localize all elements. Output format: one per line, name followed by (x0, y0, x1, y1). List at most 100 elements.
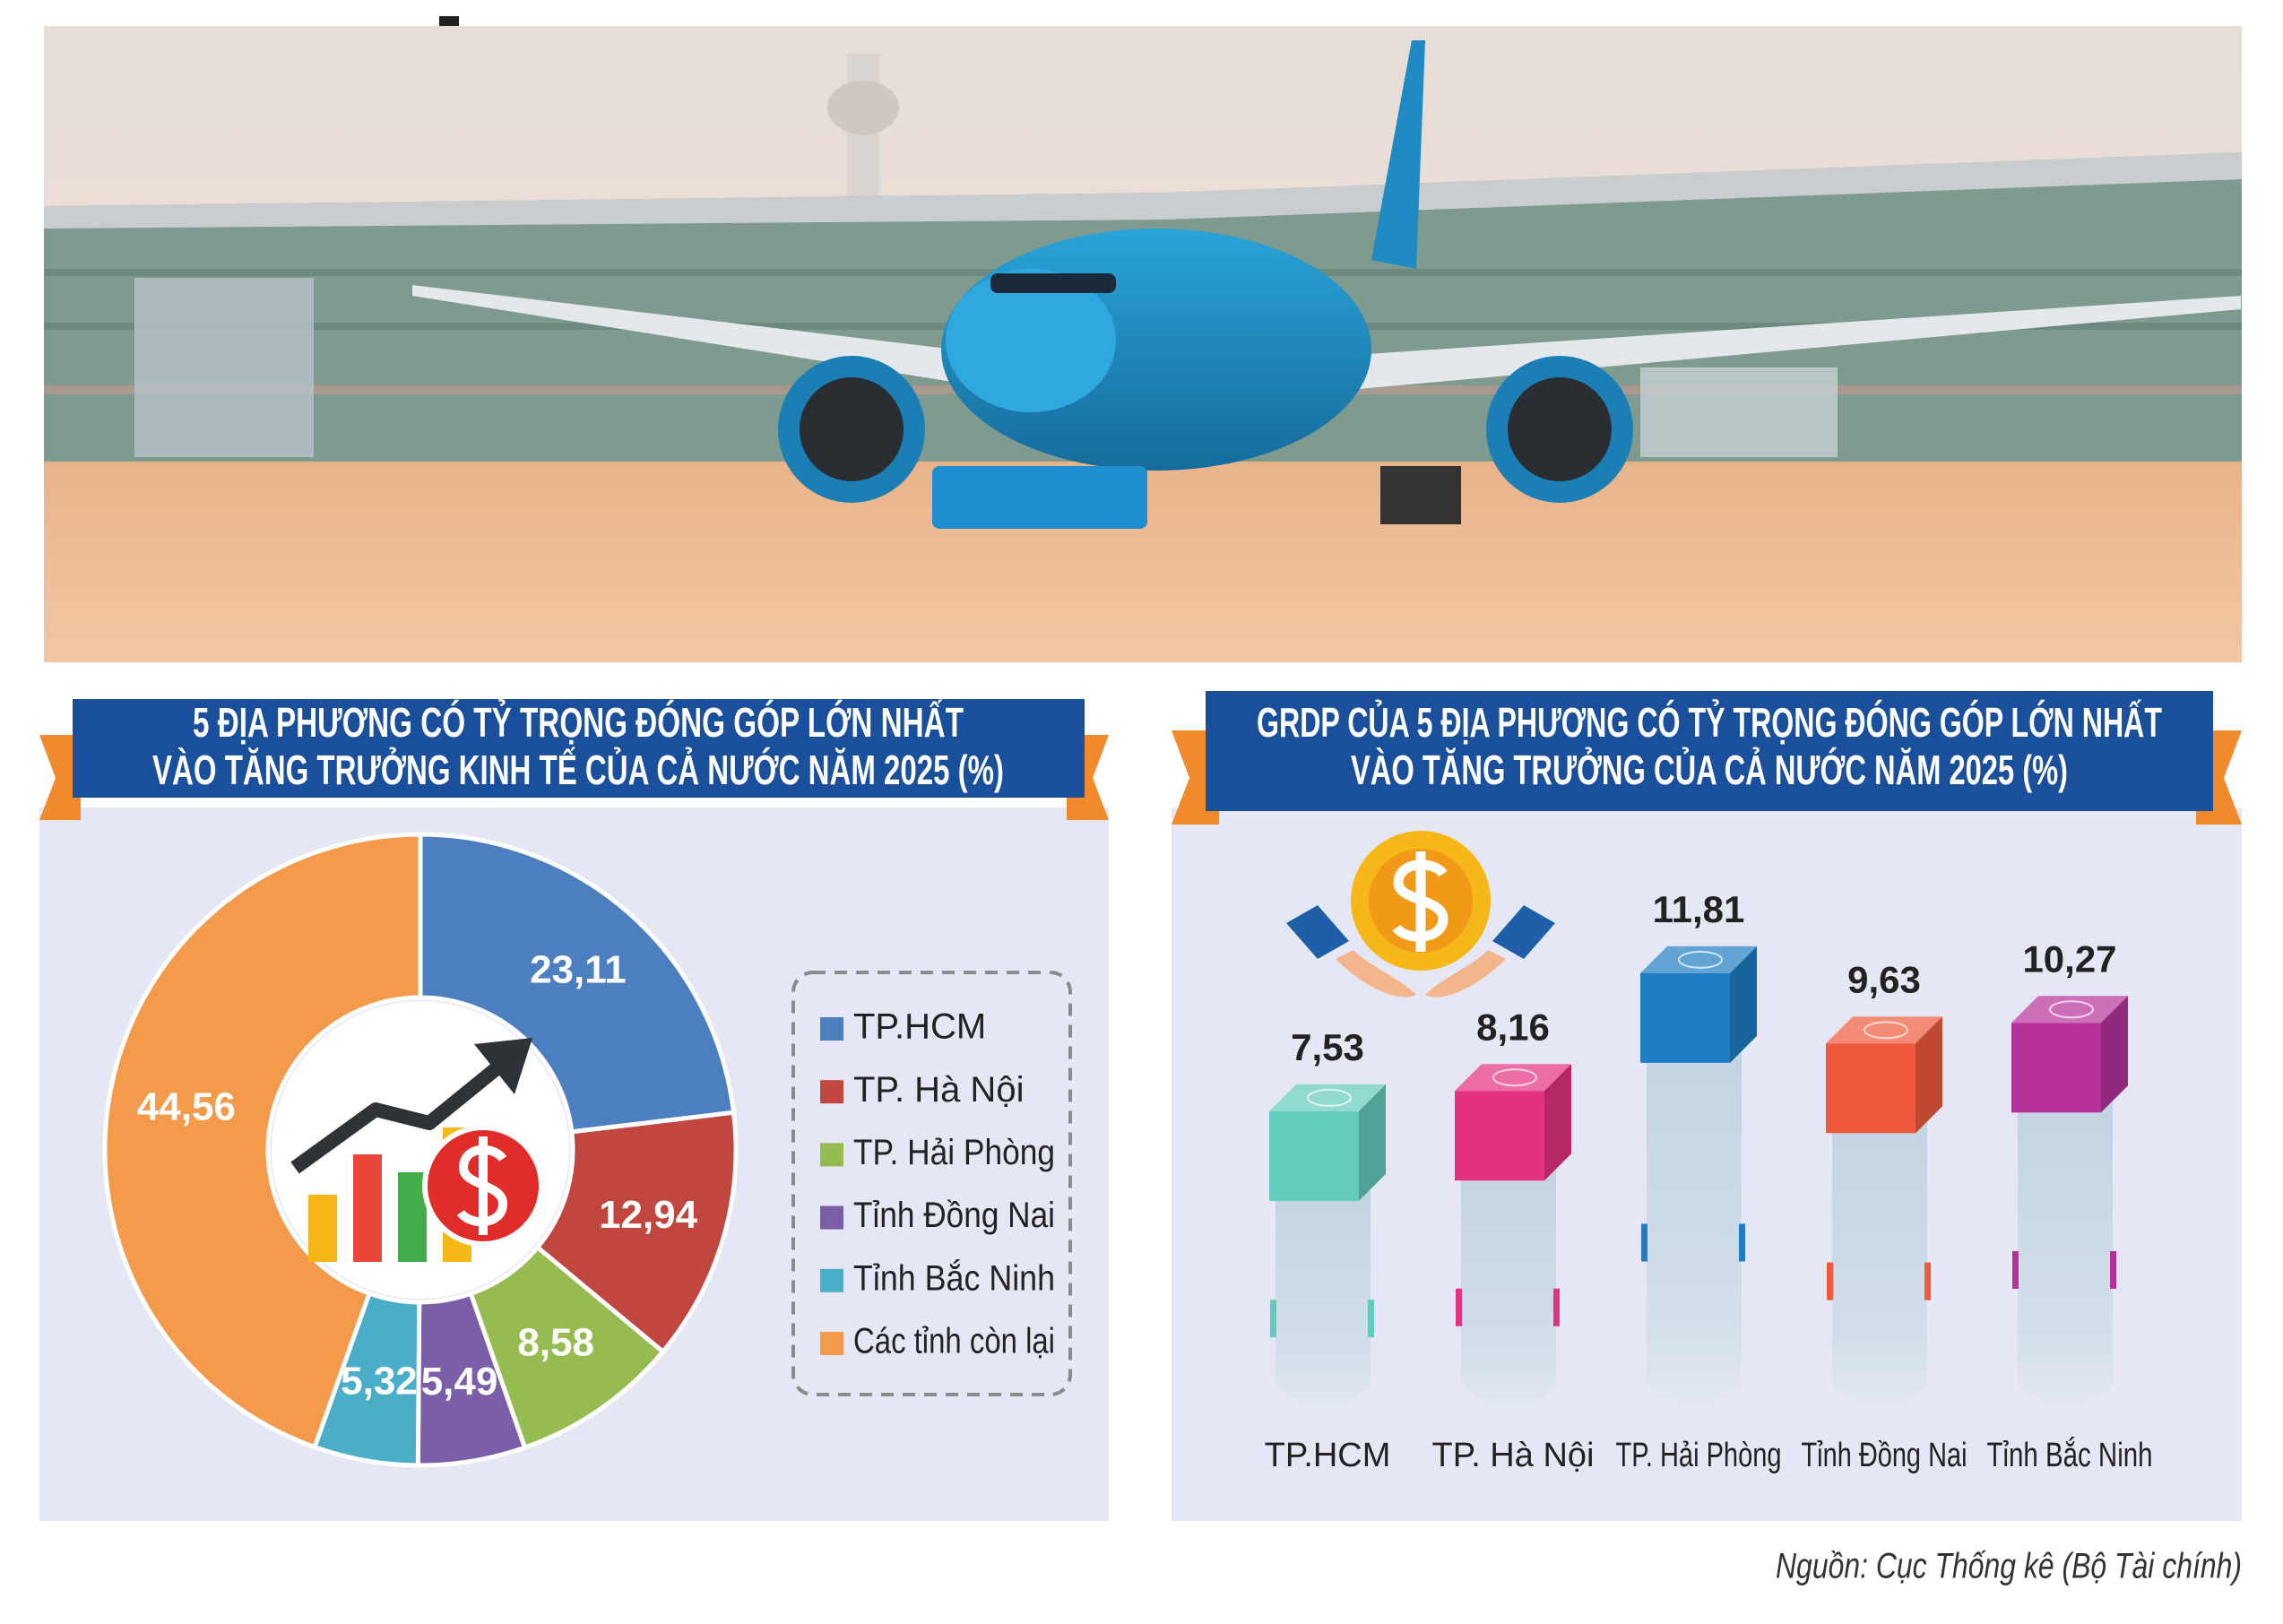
legend-swatch (820, 1080, 843, 1104)
cube-top-shade (1455, 1064, 1571, 1092)
donut-slice (102, 832, 423, 1450)
cube-dot-ring (1678, 950, 1723, 969)
bar-tick (1270, 1300, 1276, 1338)
nose (946, 269, 1116, 412)
gear (1380, 466, 1461, 524)
cockpit (990, 273, 1116, 293)
data-label: 8,16 (1476, 1006, 1550, 1048)
bar-tick (2110, 1250, 2116, 1289)
cube-side (2101, 996, 2128, 1113)
cube-dot-ring (1307, 1088, 1352, 1107)
legend-label: Tỉnh Bắc Ninh (853, 1257, 1055, 1298)
bar-tick (1641, 1223, 1647, 1262)
banner (1206, 691, 2213, 811)
engine-right-fan (1508, 377, 1612, 481)
bar (2011, 1023, 2101, 1113)
bar-tick (1924, 1262, 1931, 1300)
data-label: 44,56 (137, 1085, 236, 1129)
cube-top-shade (1826, 1016, 1942, 1044)
bar-column (2018, 1094, 2113, 1421)
bar (1455, 1091, 1544, 1181)
x-tick-label: TP. Hà Nội (1432, 1437, 1595, 1474)
cube-top (2011, 996, 2128, 1024)
cube-side-shade (1544, 1064, 1571, 1181)
banner (73, 699, 1085, 798)
cube-top (1455, 1064, 1571, 1092)
tail (1371, 40, 1425, 269)
legend-box (791, 971, 1072, 1396)
chart-title: VÀO TĂNG TRƯỞNG KINH TẾ CỦA CẢ NƯỚC NĂM … (152, 747, 1004, 793)
bar (1269, 1110, 1359, 1201)
cube-side-shade (1915, 1016, 1942, 1134)
cube-side (1544, 1064, 1571, 1181)
chart-title: VÀO TĂNG TRƯỞNG CỦA CẢ NƯỚC NĂM 2025 (%) (1351, 747, 2068, 793)
ribbon (39, 735, 81, 820)
data-label: 11,81 (1653, 888, 1745, 930)
icon-bar (398, 1172, 427, 1262)
bar (1826, 1043, 1915, 1134)
terminal-roof (44, 152, 2242, 229)
coin-icon (1286, 831, 1555, 998)
data-label: 10,27 (2022, 937, 2116, 980)
hand (1336, 950, 1416, 998)
legend-swatch (820, 1205, 843, 1230)
cube-side-shade (1359, 1084, 1386, 1201)
legend-label: Các tỉnh còn lại (853, 1322, 1055, 1361)
icon-arrow (290, 1058, 506, 1174)
data-label: 12,94 (599, 1193, 698, 1237)
bar-tick (1368, 1300, 1374, 1338)
cube-dot-ring (2049, 1000, 2094, 1019)
cube-side-shade (2101, 996, 2128, 1113)
bar-tick (2012, 1250, 2019, 1289)
jet-bridge (1640, 367, 1838, 457)
x-tick-label: Tỉnh Bắc Ninh (1987, 1436, 2153, 1474)
x-tick-label: TP. Hải Phòng (1616, 1437, 1782, 1474)
coin-symbol (1392, 851, 1448, 952)
source: Nguồn: Cục Thống kê (Bộ Tài chính) (1776, 1547, 2242, 1586)
cube-top (1826, 1016, 1942, 1044)
data-label: 9,63 (1847, 958, 1921, 1000)
chart-title: GRDP CỦA 5 ĐỊA PHƯƠNG CÓ TỶ TRỌNG ĐÓNG G… (1257, 699, 2162, 746)
cube-top-shade (1640, 946, 1757, 973)
x-tick-label: TP.HCM (1265, 1437, 1391, 1474)
x-tick-label: Tỉnh Đồng Nai (1802, 1437, 1967, 1474)
bar-column (1832, 1115, 1927, 1421)
data-label: 5,49 (421, 1360, 498, 1404)
data-label: 5,32 (341, 1360, 418, 1404)
cube-top-shade (1269, 1084, 1386, 1111)
cube-dot-ring (1864, 1021, 1908, 1040)
cube-side-shade (1730, 946, 1757, 1063)
bar-tick (1553, 1288, 1560, 1326)
bar-tick (1827, 1262, 1833, 1300)
legend-label: TP. Hải Phòng (853, 1133, 1055, 1172)
legend-swatch (820, 1143, 843, 1167)
cube-dot-ring (1492, 1068, 1537, 1087)
cube-side (1915, 1016, 1942, 1134)
legend-swatch (820, 1268, 843, 1292)
photo (44, 16, 2242, 662)
legend-label: TP. Hà Nội (853, 1070, 1024, 1110)
donut-slice (534, 1110, 739, 1355)
engine-left-fan (800, 377, 904, 481)
legend-label: TP.HCM (853, 1007, 986, 1047)
tug (932, 466, 1147, 529)
icon-bar (353, 1154, 382, 1262)
data-label: 8,58 (517, 1320, 594, 1364)
chart-title: 5 ĐỊA PHƯƠNG CÓ TỶ TRỌNG ĐÓNG GÓP LỚN NH… (193, 699, 964, 746)
bar-column (1647, 1044, 1742, 1421)
cube-top-shade (2011, 996, 2128, 1024)
growth-icon (290, 1038, 544, 1262)
cube-top (1640, 946, 1757, 973)
icon-bar (308, 1195, 337, 1262)
legend-swatch (820, 1332, 843, 1355)
cube-side (1359, 1084, 1386, 1201)
tower-top (827, 81, 899, 134)
bar-tick (1456, 1288, 1462, 1326)
bar-tick (1739, 1223, 1745, 1262)
jet-bridge (134, 278, 314, 457)
legend-swatch (820, 1017, 843, 1041)
cube-side (1730, 946, 1757, 1063)
icon-arrowhead (474, 1038, 532, 1094)
